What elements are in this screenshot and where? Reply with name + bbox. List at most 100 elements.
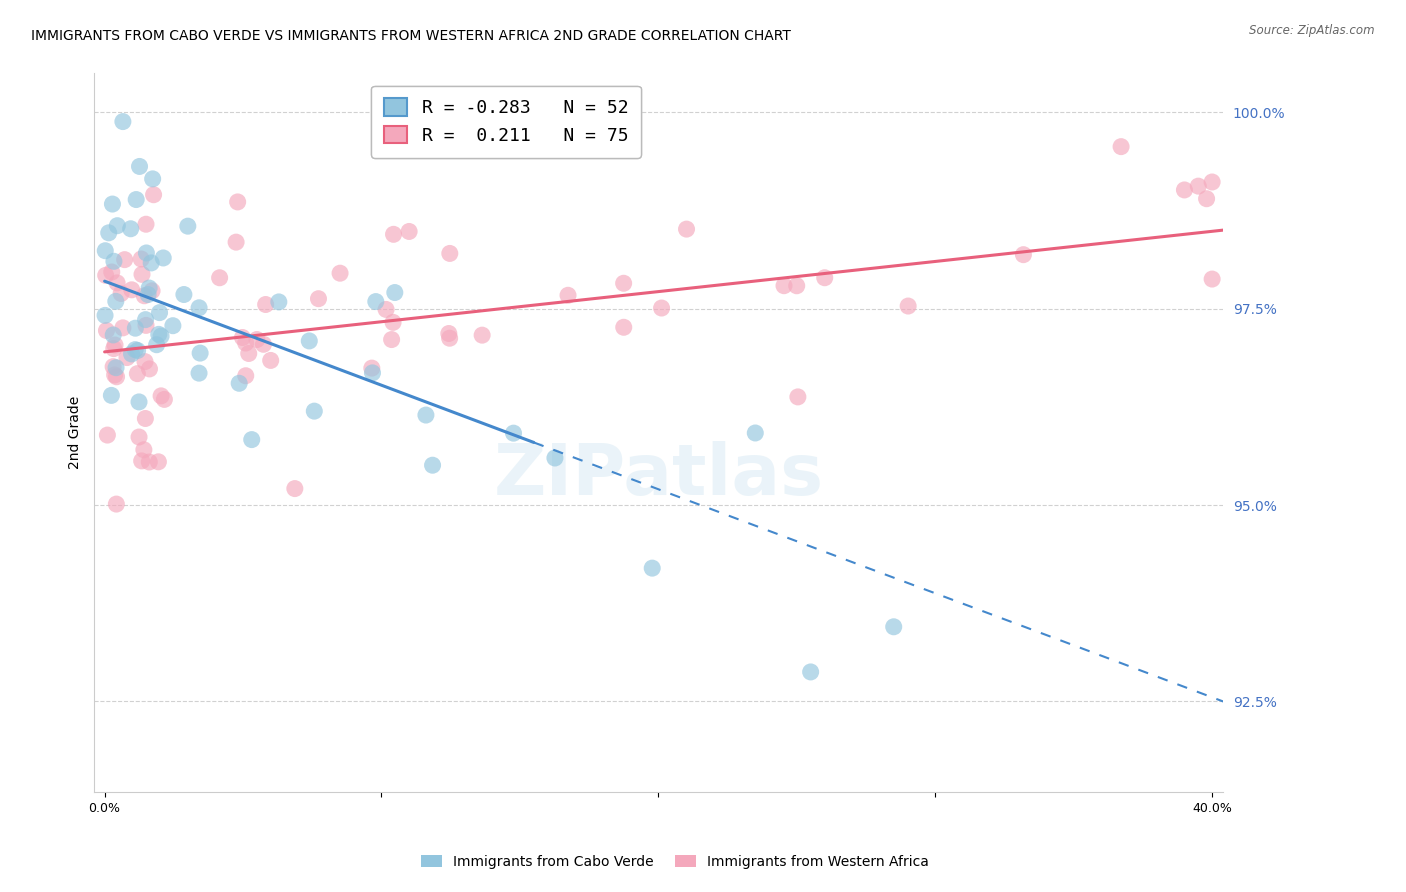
Point bbox=[135, 318, 157, 333]
Point bbox=[235, 368, 257, 383]
Point bbox=[105, 497, 128, 511]
Point bbox=[188, 301, 211, 315]
Point bbox=[308, 292, 330, 306]
Point bbox=[1109, 139, 1132, 153]
Point bbox=[613, 277, 636, 291]
Point bbox=[173, 287, 195, 301]
Point bbox=[177, 219, 200, 234]
Point bbox=[225, 235, 247, 249]
Point bbox=[96, 324, 118, 338]
Point bbox=[188, 346, 211, 360]
Point bbox=[101, 359, 124, 374]
Text: ZIPatlas: ZIPatlas bbox=[494, 441, 824, 510]
Point bbox=[422, 458, 444, 473]
Point bbox=[121, 283, 143, 297]
Point bbox=[1012, 247, 1035, 261]
Legend: Immigrants from Cabo Verde, Immigrants from Western Africa: Immigrants from Cabo Verde, Immigrants f… bbox=[416, 849, 934, 874]
Point bbox=[439, 331, 461, 345]
Point bbox=[415, 408, 437, 422]
Point bbox=[1187, 179, 1209, 194]
Point bbox=[329, 266, 352, 280]
Point bbox=[226, 194, 249, 209]
Point bbox=[115, 351, 138, 365]
Point bbox=[127, 343, 149, 358]
Point bbox=[773, 278, 796, 293]
Text: IMMIGRANTS FROM CABO VERDE VS IMMIGRANTS FROM WESTERN AFRICA 2ND GRADE CORRELATI: IMMIGRANTS FROM CABO VERDE VS IMMIGRANTS… bbox=[31, 29, 790, 43]
Point bbox=[153, 392, 176, 407]
Point bbox=[228, 376, 250, 391]
Point bbox=[381, 333, 404, 347]
Point bbox=[129, 252, 152, 266]
Point bbox=[104, 294, 127, 309]
Point bbox=[557, 288, 579, 302]
Point bbox=[96, 428, 118, 442]
Point bbox=[110, 286, 132, 301]
Point bbox=[502, 426, 524, 441]
Point bbox=[398, 224, 420, 238]
Point bbox=[105, 276, 128, 290]
Point bbox=[1195, 192, 1218, 206]
Point bbox=[120, 221, 142, 235]
Point bbox=[135, 312, 157, 326]
Point bbox=[138, 362, 160, 376]
Point bbox=[134, 289, 156, 303]
Point bbox=[128, 430, 150, 444]
Point bbox=[613, 320, 636, 334]
Point bbox=[94, 309, 117, 323]
Point bbox=[231, 330, 253, 344]
Point bbox=[105, 219, 128, 233]
Point bbox=[800, 665, 823, 679]
Point bbox=[208, 270, 231, 285]
Point bbox=[364, 294, 387, 309]
Point bbox=[382, 315, 405, 329]
Point bbox=[360, 361, 382, 376]
Point bbox=[437, 326, 460, 341]
Point bbox=[148, 327, 170, 342]
Point bbox=[100, 265, 122, 279]
Point bbox=[141, 284, 163, 298]
Point bbox=[252, 337, 274, 351]
Point bbox=[238, 346, 260, 360]
Point bbox=[188, 366, 211, 380]
Point bbox=[641, 561, 664, 575]
Point bbox=[97, 226, 120, 240]
Point bbox=[145, 337, 167, 351]
Point bbox=[150, 389, 173, 403]
Point bbox=[138, 455, 160, 469]
Point bbox=[148, 455, 170, 469]
Point bbox=[103, 328, 125, 343]
Point bbox=[254, 297, 277, 311]
Point bbox=[152, 251, 174, 265]
Point bbox=[111, 321, 134, 335]
Point bbox=[128, 395, 150, 409]
Point bbox=[141, 256, 163, 270]
Point bbox=[1173, 183, 1195, 197]
Point bbox=[786, 278, 808, 293]
Point bbox=[121, 347, 143, 361]
Point bbox=[135, 246, 157, 260]
Point bbox=[544, 450, 567, 465]
Point bbox=[128, 160, 150, 174]
Legend: R = -0.283   N = 52, R =  0.211   N = 75: R = -0.283 N = 52, R = 0.211 N = 75 bbox=[371, 86, 641, 158]
Point bbox=[105, 369, 128, 384]
Point bbox=[897, 299, 920, 313]
Point bbox=[786, 390, 808, 404]
Point bbox=[246, 333, 269, 347]
Point bbox=[1201, 272, 1223, 286]
Point bbox=[267, 294, 290, 309]
Point bbox=[675, 222, 697, 236]
Point bbox=[94, 268, 117, 283]
Point bbox=[114, 252, 136, 267]
Point bbox=[94, 244, 117, 258]
Point bbox=[124, 343, 146, 357]
Point bbox=[105, 360, 128, 375]
Point bbox=[131, 454, 153, 468]
Point bbox=[125, 193, 148, 207]
Point bbox=[1201, 175, 1223, 189]
Point bbox=[131, 268, 153, 282]
Point bbox=[103, 254, 125, 268]
Point bbox=[260, 353, 283, 368]
Point bbox=[384, 285, 406, 300]
Point bbox=[142, 172, 165, 186]
Point bbox=[124, 321, 146, 335]
